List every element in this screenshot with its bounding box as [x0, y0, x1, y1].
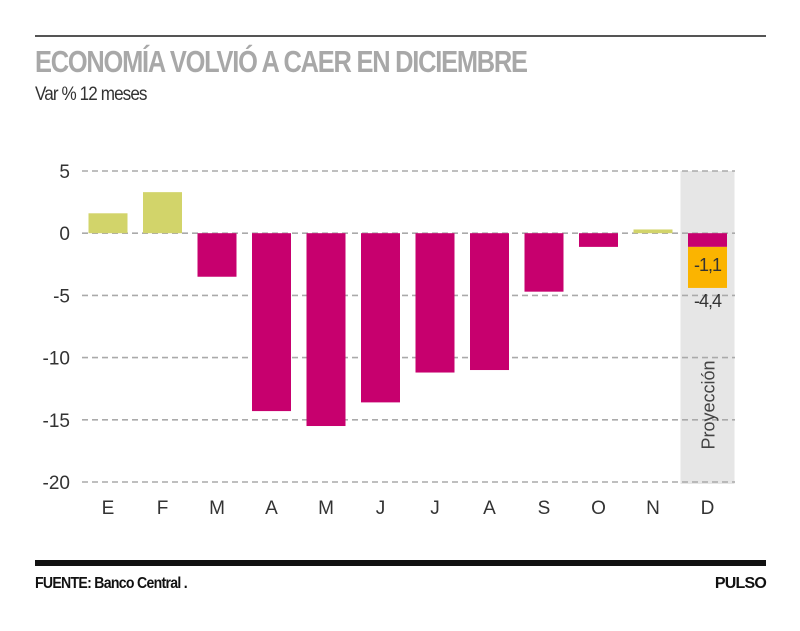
data-label-lower: -4,4: [694, 291, 722, 311]
bar-1: [143, 192, 182, 234]
bar-6: [415, 233, 455, 373]
bar-4: [306, 233, 346, 427]
source-note: FUENTE: Banco Central .: [35, 575, 188, 592]
x-tick-label: J: [376, 498, 386, 519]
bar-8: [524, 233, 564, 292]
bar-5: [361, 233, 400, 403]
x-tick-label: O: [591, 498, 606, 519]
chart-subtitle: Var % 12 meses: [35, 84, 147, 105]
y-tick-label: 5: [59, 162, 70, 183]
projection-label: Proyección: [699, 360, 719, 449]
x-tick-label: E: [102, 498, 115, 519]
x-tick-label: J: [430, 498, 440, 519]
y-tick-label: -20: [43, 473, 70, 494]
y-tick-label: 0: [59, 224, 70, 245]
x-tick-label: S: [538, 498, 551, 519]
y-tick-label: -5: [53, 286, 70, 307]
x-tick-label: A: [483, 498, 496, 519]
projection-band: [680, 171, 735, 484]
top-rule: [35, 35, 766, 37]
x-tick-label: D: [701, 498, 715, 519]
brand-label: PULSO: [714, 575, 767, 592]
y-tick-label: -10: [43, 349, 70, 370]
bar-3: [252, 233, 291, 412]
bar-9: [579, 233, 618, 247]
bar-7: [470, 233, 509, 371]
bar-10: [633, 229, 673, 234]
bar-0: [88, 213, 128, 234]
bar-11: [688, 233, 727, 247]
x-tick-label: A: [265, 498, 278, 519]
bar-2: [197, 233, 237, 277]
projection-range-bar: [688, 246, 727, 288]
x-tick-label: M: [209, 498, 225, 519]
bottom-rule: [35, 560, 766, 566]
data-label-upper: -1,1: [694, 255, 722, 275]
x-tick-label: M: [318, 498, 334, 519]
x-tick-label: F: [157, 498, 169, 519]
y-tick-label: -15: [43, 411, 70, 432]
chart-title: ECONOMÍA VOLVIÓ A CAER EN DICIEMBRE: [35, 44, 528, 79]
x-tick-label: N: [646, 498, 660, 519]
